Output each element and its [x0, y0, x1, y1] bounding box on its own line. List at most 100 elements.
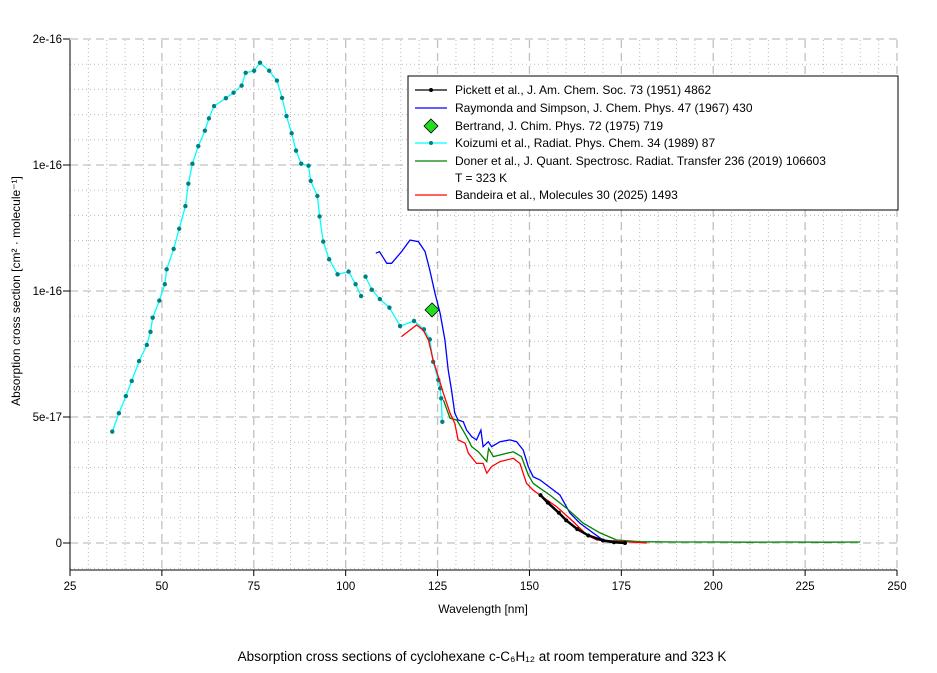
data-point	[346, 269, 351, 274]
data-point	[129, 378, 134, 384]
data-point	[243, 70, 248, 75]
series-line	[442, 399, 861, 543]
data-point	[353, 281, 358, 287]
data-point	[369, 287, 374, 292]
series-line	[539, 494, 626, 545]
chart-title: Absorption cross sections of cyclohexane…	[238, 649, 727, 664]
data-point	[600, 538, 605, 543]
data-point	[321, 239, 326, 244]
series-1	[375, 239, 627, 544]
data-point	[315, 193, 320, 199]
data-point	[306, 163, 311, 168]
series-layer	[110, 60, 861, 545]
data-point	[202, 128, 208, 133]
data-point	[116, 411, 122, 416]
legend-label-line2: T = 323 K	[455, 171, 507, 185]
data-point	[148, 329, 153, 335]
x-tick-label: 250	[887, 581, 906, 593]
data-point	[171, 246, 176, 252]
x-tick-label: 25	[64, 581, 77, 593]
series-3	[110, 60, 445, 434]
data-point-diamond	[424, 302, 440, 318]
series-4	[442, 399, 861, 543]
data-point	[157, 298, 162, 303]
legend-label: Bandeira et al., Molecules 30 (2025) 149…	[455, 188, 678, 202]
data-point	[211, 103, 217, 109]
data-point	[123, 393, 129, 399]
legend-label: Pickett et al., J. Am. Chem. Soc. 73 (19…	[455, 83, 711, 97]
x-tick-label: 150	[520, 581, 539, 593]
data-point	[363, 274, 368, 279]
data-point	[206, 116, 212, 121]
legend: Pickett et al., J. Am. Chem. Soc. 73 (19…	[407, 75, 899, 211]
data-point	[279, 95, 285, 101]
data-point	[162, 281, 168, 287]
data-point	[190, 161, 195, 166]
data-point	[556, 510, 561, 515]
legend-entry-2: Bertrand, J. Chim. Phys. 72 (1975) 719	[423, 118, 663, 134]
data-point	[575, 527, 580, 532]
data-point	[335, 272, 340, 277]
data-point	[183, 203, 188, 209]
y-tick-label: 1e-16	[33, 286, 62, 298]
data-point	[377, 296, 383, 302]
data-point	[317, 214, 322, 219]
x-tick-label: 50	[155, 581, 168, 593]
data-point	[564, 518, 569, 523]
legend-label: Bertrand, J. Chim. Phys. 72 (1975) 719	[455, 119, 663, 133]
x-tick-label: 200	[704, 581, 723, 593]
data-point	[611, 540, 616, 545]
data-point	[223, 96, 229, 101]
series-0	[538, 493, 628, 545]
data-point	[144, 342, 150, 348]
legend-label: Doner et al., J. Quant. Spectrosc. Radia…	[455, 154, 826, 168]
data-point	[326, 257, 332, 262]
legend-entry-1: Raymonda and Simpson, J. Chem. Phys. 47 …	[415, 101, 753, 115]
data-point	[239, 83, 244, 88]
series-2	[424, 302, 440, 318]
data-point	[110, 429, 115, 434]
legend-label: Raymonda and Simpson, J. Chem. Phys. 47 …	[455, 101, 753, 115]
y-axis-label: Absorption cross section [cm² · molecule…	[9, 176, 23, 406]
data-point	[136, 358, 142, 364]
y-tick-label: 5e-17	[33, 412, 62, 424]
data-point	[150, 315, 155, 320]
x-axis-label: Wavelength [nm]	[438, 602, 528, 616]
data-point	[274, 78, 280, 83]
data-point	[308, 178, 313, 184]
x-tick-label: 125	[428, 581, 447, 593]
data-point	[293, 148, 299, 153]
legend-entry-5: Bandeira et al., Molecules 30 (2025) 149…	[415, 188, 678, 202]
x-tick-label: 225	[796, 581, 815, 593]
series-5	[401, 324, 647, 544]
data-point	[545, 500, 550, 505]
data-point	[387, 305, 392, 310]
legend-box	[407, 75, 899, 211]
legend-label: Koizumi et al., Radiat. Phys. Chem. 34 (…	[455, 136, 715, 150]
legend-diamond-icon	[423, 118, 439, 134]
data-point	[164, 267, 169, 272]
y-tick-label: 0	[56, 538, 62, 550]
data-point	[586, 533, 591, 538]
data-point	[411, 318, 417, 324]
data-point	[439, 396, 444, 401]
data-point	[284, 113, 289, 119]
data-point	[257, 60, 263, 65]
data-point	[231, 90, 236, 95]
legend-entry-0: Pickett et al., J. Am. Chem. Soc. 73 (19…	[415, 83, 711, 97]
x-tick-label: 175	[612, 581, 631, 593]
y-tick-label: 1e-16	[33, 160, 62, 172]
data-point	[186, 181, 191, 186]
data-point	[196, 143, 201, 149]
data-point	[176, 226, 182, 231]
data-point	[440, 419, 445, 424]
data-point	[397, 323, 403, 329]
y-tick-label: 2e-16	[33, 34, 62, 46]
x-tick-label: 100	[336, 581, 355, 593]
legend-entry-3: Koizumi et al., Radiat. Phys. Chem. 34 (…	[415, 136, 715, 150]
data-point	[298, 161, 304, 166]
x-tick-label: 75	[247, 581, 260, 593]
data-point	[267, 68, 272, 73]
data-point	[251, 68, 257, 73]
